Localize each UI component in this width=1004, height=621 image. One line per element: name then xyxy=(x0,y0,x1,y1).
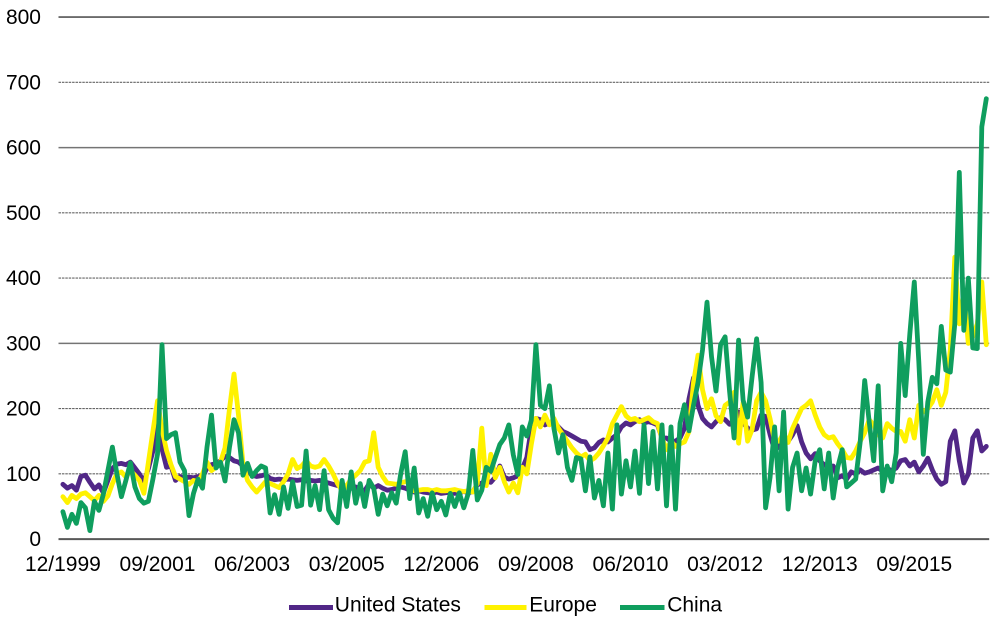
svg-text:12/2006: 12/2006 xyxy=(403,553,479,576)
svg-text:United States: United States xyxy=(335,594,461,617)
svg-text:09/2015: 09/2015 xyxy=(876,553,952,576)
svg-text:800: 800 xyxy=(6,6,41,29)
svg-text:100: 100 xyxy=(6,463,41,486)
svg-text:600: 600 xyxy=(6,137,41,160)
svg-text:700: 700 xyxy=(6,71,41,94)
svg-text:0: 0 xyxy=(29,528,41,551)
svg-text:06/2010: 06/2010 xyxy=(593,553,669,576)
svg-text:400: 400 xyxy=(6,267,41,290)
svg-text:China: China xyxy=(667,594,722,617)
svg-text:12/1999: 12/1999 xyxy=(25,553,101,576)
svg-text:12/2013: 12/2013 xyxy=(782,553,858,576)
svg-text:500: 500 xyxy=(6,202,41,225)
svg-text:03/2012: 03/2012 xyxy=(687,553,763,576)
svg-text:300: 300 xyxy=(6,332,41,355)
svg-text:Europe: Europe xyxy=(529,594,597,617)
svg-text:03/2005: 03/2005 xyxy=(309,553,385,576)
svg-text:09/2008: 09/2008 xyxy=(498,553,574,576)
svg-text:09/2001: 09/2001 xyxy=(120,553,196,576)
svg-text:06/2003: 06/2003 xyxy=(214,553,290,576)
svg-text:200: 200 xyxy=(6,398,41,421)
